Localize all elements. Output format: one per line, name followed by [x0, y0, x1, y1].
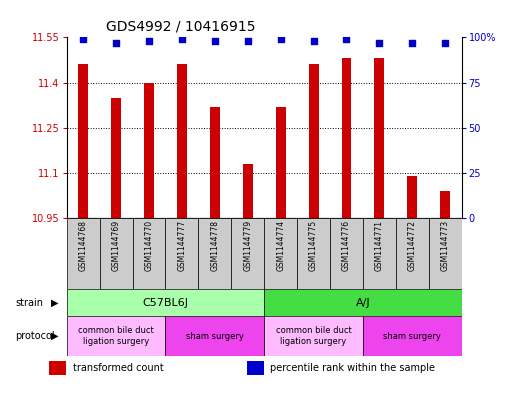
Text: ▶: ▶ [51, 331, 59, 341]
Text: GSM1144774: GSM1144774 [276, 220, 285, 271]
Bar [165, 316, 264, 356]
Bar [144, 83, 154, 218]
Bar [231, 218, 264, 289]
Text: GSM1144773: GSM1144773 [441, 220, 450, 271]
Bar [275, 107, 286, 218]
Bar [243, 164, 253, 218]
Text: GSM1144769: GSM1144769 [111, 220, 121, 271]
Point [244, 38, 252, 44]
Point [178, 36, 186, 42]
Text: GSM1144768: GSM1144768 [78, 220, 88, 271]
Point [342, 36, 350, 42]
Bar [67, 218, 100, 289]
Bar [49, 361, 66, 375]
Point [408, 40, 417, 46]
Bar [374, 59, 384, 218]
Text: GSM1144778: GSM1144778 [210, 220, 220, 271]
Text: common bile duct
ligation surgery: common bile duct ligation surgery [275, 326, 351, 346]
Point [112, 40, 120, 46]
Bar [210, 107, 220, 218]
Text: GSM1144771: GSM1144771 [375, 220, 384, 271]
Bar [78, 64, 88, 218]
Bar [100, 218, 132, 289]
Bar [330, 218, 363, 289]
Bar [199, 218, 231, 289]
Bar [247, 361, 264, 375]
Bar [440, 191, 450, 218]
Bar [264, 316, 363, 356]
Text: ▶: ▶ [51, 298, 59, 308]
Text: GSM1144777: GSM1144777 [177, 220, 186, 271]
Text: sham surgery: sham surgery [186, 332, 244, 340]
Bar [132, 218, 165, 289]
Point [309, 38, 318, 44]
Bar [67, 316, 165, 356]
Text: percentile rank within the sample: percentile rank within the sample [270, 363, 436, 373]
Point [441, 40, 449, 46]
Text: sham surgery: sham surgery [383, 332, 441, 340]
Text: strain: strain [15, 298, 44, 308]
Bar [165, 218, 199, 289]
Bar [264, 218, 297, 289]
Bar [309, 64, 319, 218]
Text: GSM1144776: GSM1144776 [342, 220, 351, 271]
Text: A/J: A/J [356, 298, 370, 308]
Bar [407, 176, 417, 218]
Text: protocol: protocol [15, 331, 55, 341]
Point [277, 36, 285, 42]
Text: common bile duct
ligation surgery: common bile duct ligation surgery [78, 326, 154, 346]
Bar [363, 218, 396, 289]
Point [79, 36, 87, 42]
Point [211, 38, 219, 44]
Bar [111, 97, 121, 218]
Text: GSM1144772: GSM1144772 [408, 220, 417, 271]
Bar [363, 316, 462, 356]
Text: GDS4992 / 10416915: GDS4992 / 10416915 [106, 19, 255, 33]
Text: transformed count: transformed count [72, 363, 163, 373]
Text: GSM1144779: GSM1144779 [243, 220, 252, 271]
Point [145, 38, 153, 44]
Bar [177, 64, 187, 218]
Bar [264, 289, 462, 316]
Text: GSM1144775: GSM1144775 [309, 220, 318, 271]
Bar [297, 218, 330, 289]
Text: GSM1144770: GSM1144770 [145, 220, 153, 271]
Bar [429, 218, 462, 289]
Bar [67, 289, 264, 316]
Bar [396, 218, 429, 289]
Text: C57BL6J: C57BL6J [143, 298, 188, 308]
Bar [342, 59, 351, 218]
Point [376, 40, 384, 46]
